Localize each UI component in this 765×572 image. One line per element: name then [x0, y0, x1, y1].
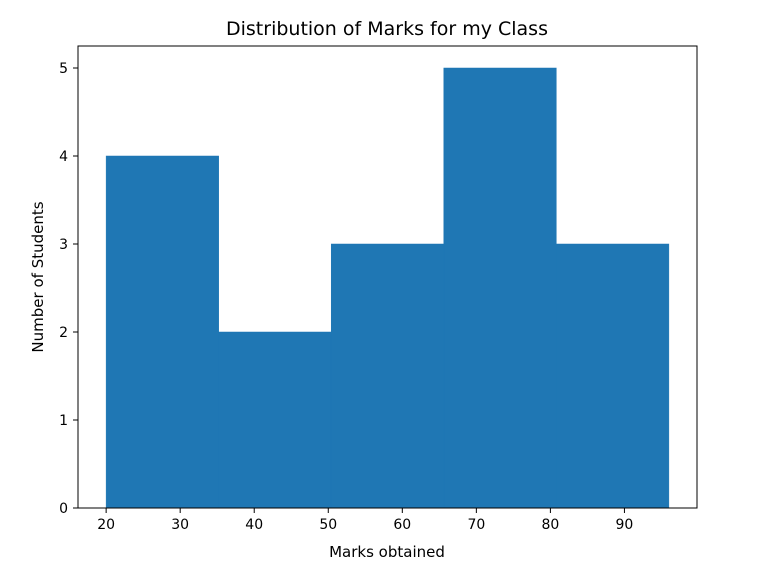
- y-tick-label: 4: [59, 149, 68, 165]
- x-tick-label: 80: [541, 517, 559, 533]
- x-axis: 20 30 40 50 60 70 80 90: [97, 508, 633, 533]
- x-axis-label: Marks obtained: [329, 543, 445, 561]
- x-tick-label: 60: [393, 517, 411, 533]
- y-tick-label: 3: [59, 237, 68, 253]
- chart-title: Distribution of Marks for my Class: [226, 18, 548, 40]
- y-axis: 0 1 2 3 4 5: [59, 61, 78, 517]
- y-axis-label: Number of Students: [29, 201, 47, 352]
- x-tick-label: 20: [97, 517, 115, 533]
- histogram-bar: [556, 243, 670, 509]
- y-tick-label: 1: [59, 413, 68, 429]
- plot-frame: [77, 45, 698, 509]
- x-tick-label: 70: [467, 517, 485, 533]
- x-tick-label: 40: [245, 517, 263, 533]
- y-tick-label: 0: [59, 501, 68, 517]
- y-tick-label: 5: [59, 61, 68, 77]
- x-tick-label: 30: [171, 517, 189, 533]
- histogram-bar: [330, 243, 445, 509]
- histogram-bar: [218, 331, 332, 509]
- histogram-bar: [105, 155, 219, 509]
- y-tick-label: 2: [59, 325, 68, 341]
- histogram-bar: [443, 67, 557, 509]
- x-tick-label: 90: [616, 517, 634, 533]
- x-tick-label: 50: [319, 517, 337, 533]
- bars-group: [105, 67, 670, 509]
